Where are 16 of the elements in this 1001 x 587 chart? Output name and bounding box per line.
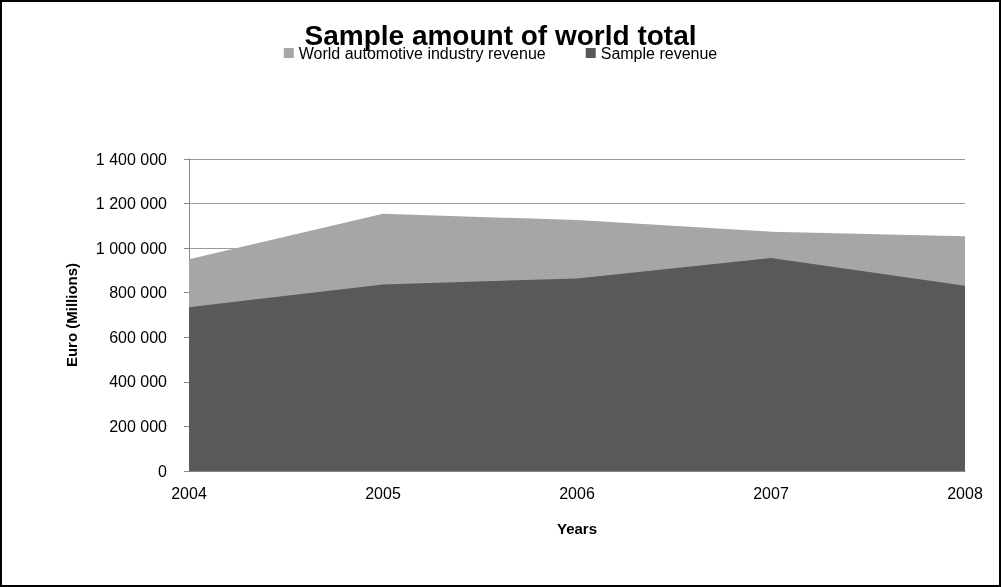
x-tick-label: 2004 xyxy=(171,484,207,502)
y-tick-label: 400 000 xyxy=(109,373,168,391)
y-tick-label: 1 000 000 xyxy=(95,239,168,257)
x-tick-label: 2007 xyxy=(753,484,789,502)
y-tick-label: 0 xyxy=(158,462,168,480)
y-tick-label: 1 200 000 xyxy=(95,195,168,213)
y-tick-label: 600 000 xyxy=(109,328,168,346)
y-tick-label: 800 000 xyxy=(109,284,168,302)
x-tick-label: 2008 xyxy=(947,484,983,502)
x-tick-label: 2006 xyxy=(559,484,595,502)
x-axis-title: Years xyxy=(556,520,598,537)
x-tick-label: 2005 xyxy=(365,484,401,502)
legend-label: Sample revenue xyxy=(600,44,718,62)
y-tick-label: 1 400 000 xyxy=(95,150,168,168)
y-axis-title: Euro (Millions) xyxy=(63,262,80,368)
y-tick-label: 200 000 xyxy=(109,417,168,435)
